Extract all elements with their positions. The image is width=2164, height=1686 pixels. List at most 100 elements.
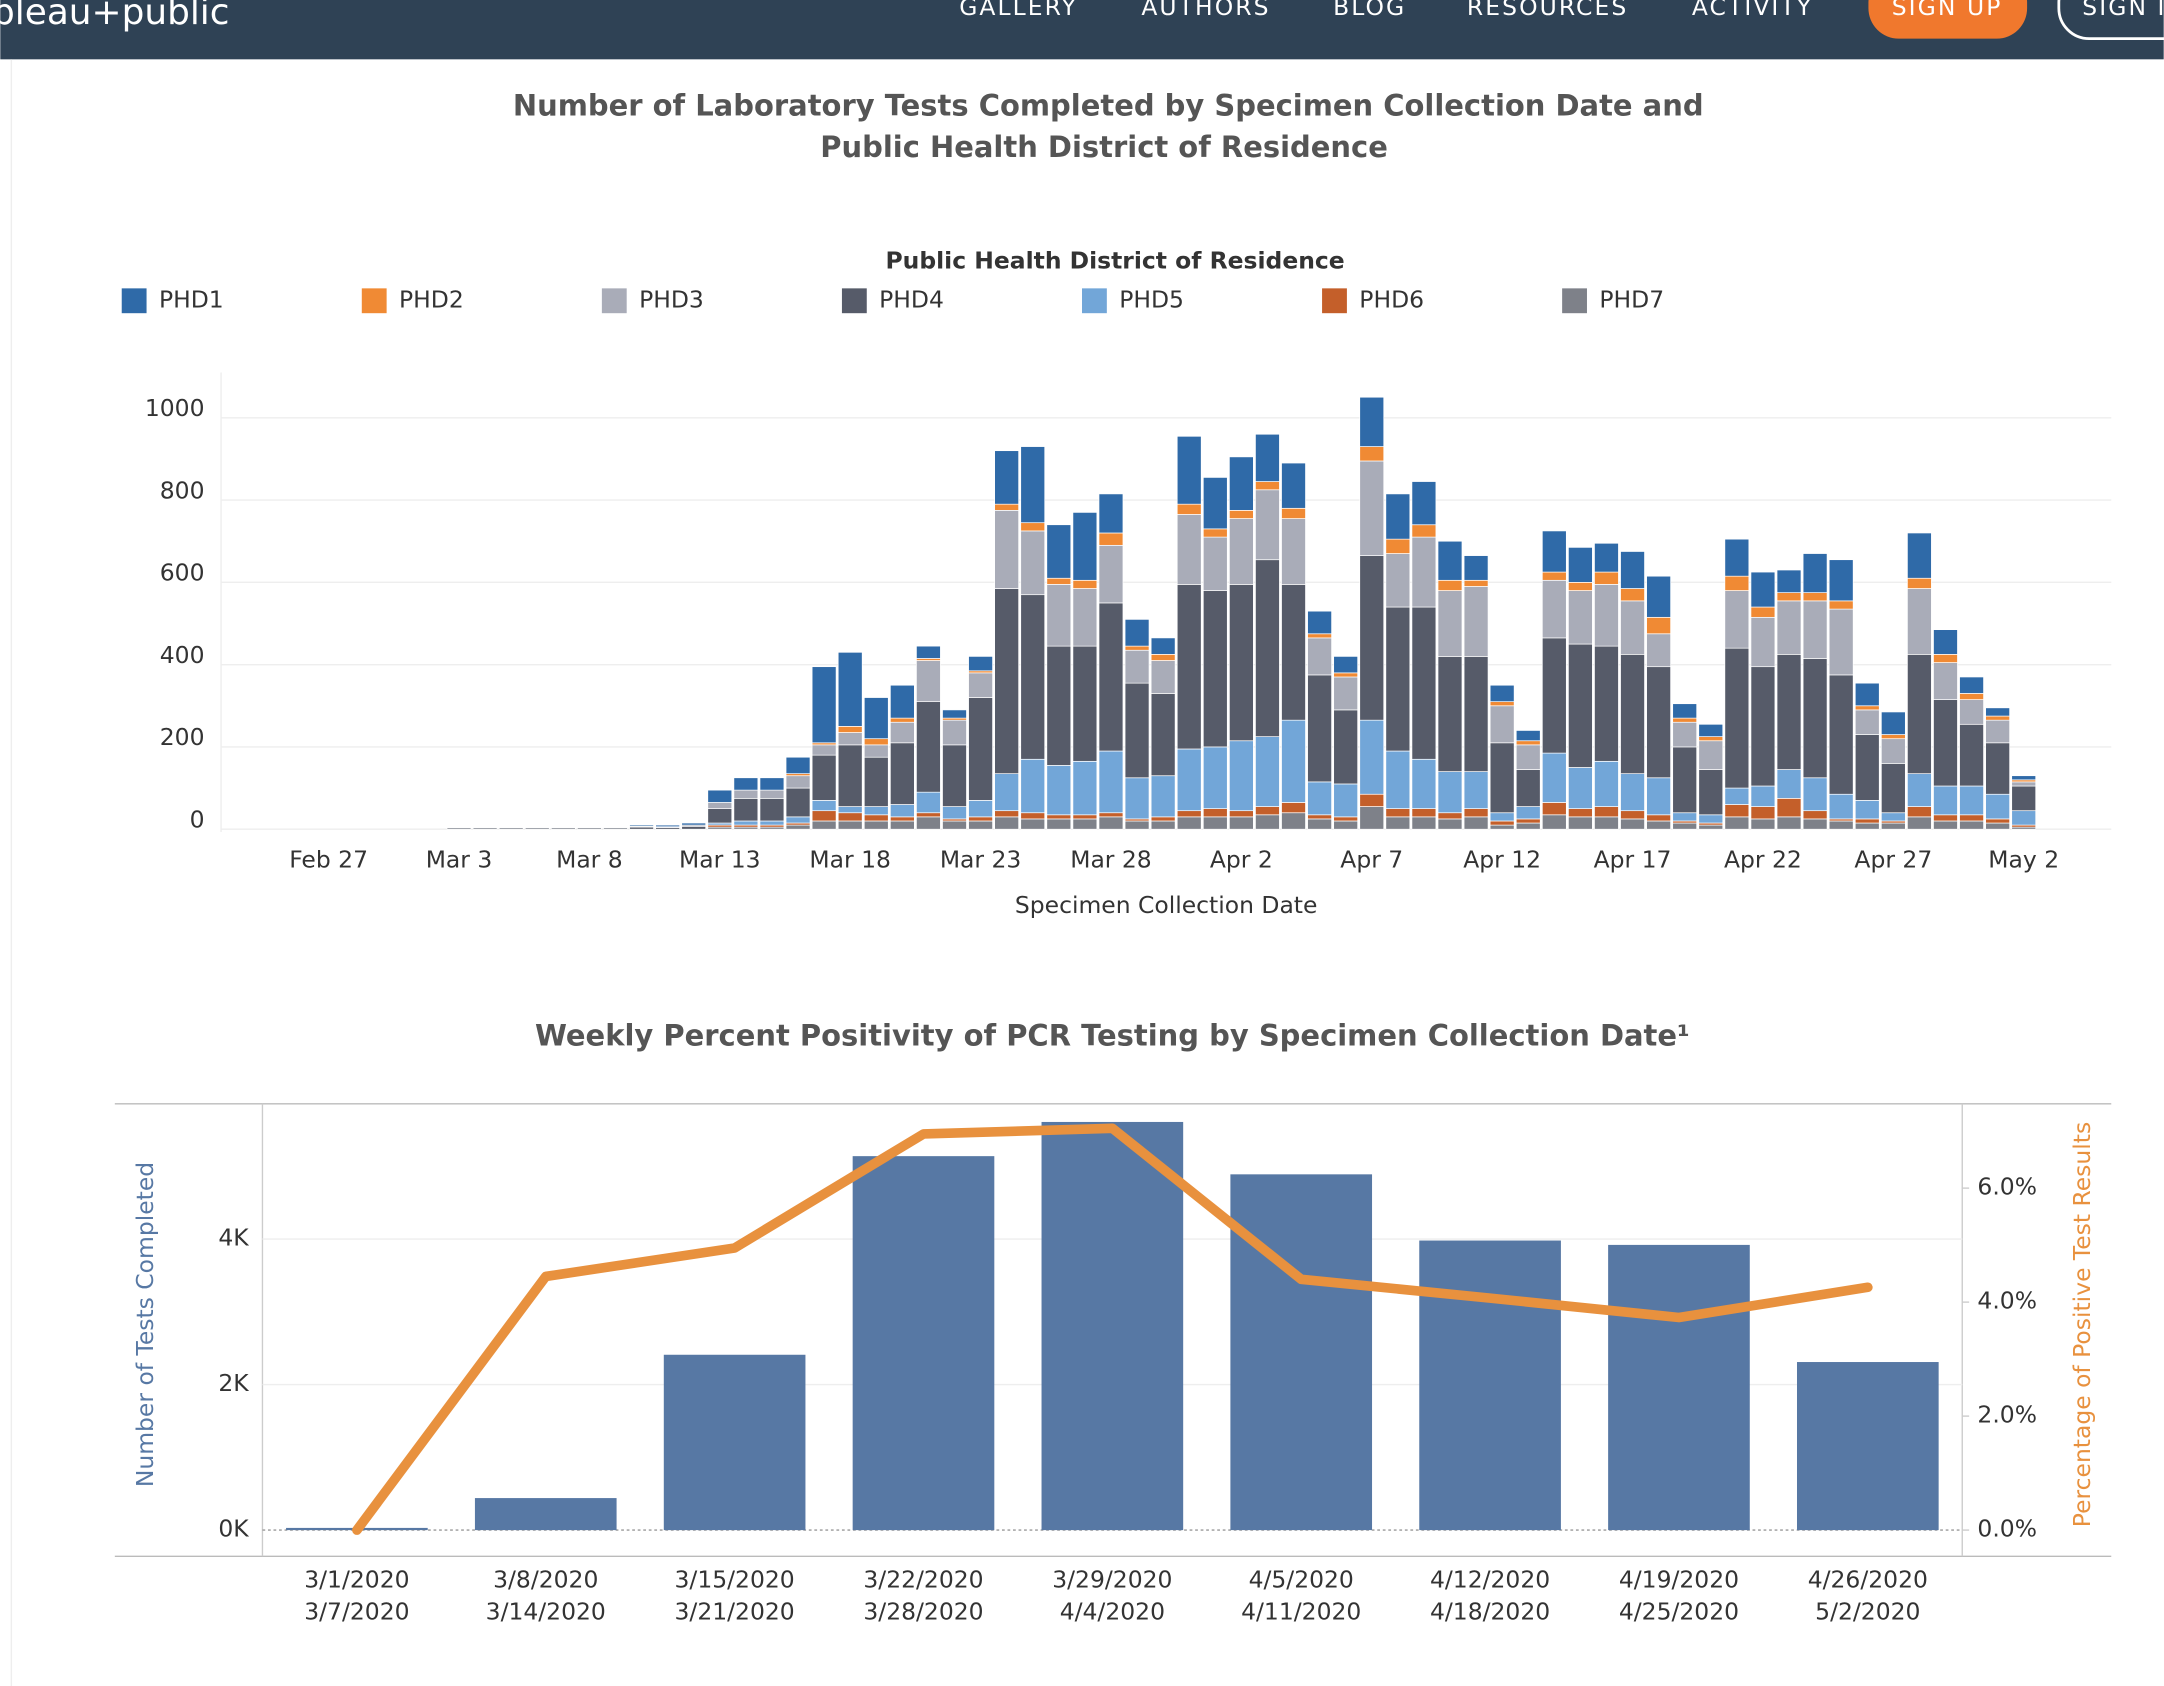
x-tick-label: 4/4/2020 <box>1060 1597 1165 1625</box>
x-tick-label: 3/7/2020 <box>304 1597 409 1625</box>
bar-segment <box>1463 816 1489 830</box>
sign-in-label[interactable]: SIGN IN <box>2082 0 2164 21</box>
bar-segment <box>1907 654 1932 775</box>
bar-segment <box>1959 820 1984 830</box>
bar-segment <box>1202 528 1228 538</box>
bar-segment <box>1150 660 1176 694</box>
sign-in-button[interactable] <box>2057 0 2164 41</box>
bar-segment <box>1463 555 1489 581</box>
bar-segment <box>837 812 863 822</box>
bar-segment <box>1854 734 1880 801</box>
bar-segment <box>1072 760 1098 816</box>
legend-label: PHD6 <box>1359 285 1424 313</box>
bar-segment <box>1985 742 2010 795</box>
bar-segment <box>994 503 1019 511</box>
bar-segment <box>1176 816 1202 830</box>
bar-segment <box>1229 740 1254 812</box>
bar-segment <box>1854 682 1880 707</box>
bar-segment <box>1594 571 1619 585</box>
x-tick-label: Apr 22 <box>1724 845 1802 873</box>
logo[interactable]: bleau+public <box>0 0 229 33</box>
bar <box>852 1156 995 1531</box>
y-tick-label: 2K <box>218 1369 249 1397</box>
bar-segment <box>1229 810 1254 818</box>
bar-segment <box>1854 709 1880 735</box>
bar-segment <box>1594 542 1619 573</box>
bar-segment <box>1776 798 1802 818</box>
bar-segment <box>1385 808 1411 818</box>
bar-segment <box>1907 806 1932 818</box>
bar-segment <box>1646 633 1671 668</box>
bar-segment <box>1854 818 1880 824</box>
bar-segment <box>1176 503 1202 515</box>
nav-link[interactable]: AUTHORS <box>1141 0 1270 21</box>
bar-segment <box>1229 518 1254 585</box>
bar-segment <box>1880 711 1906 735</box>
bar-segment <box>1828 820 1854 830</box>
sign-up-label[interactable]: SIGN UP <box>1892 0 2003 21</box>
bar-segment <box>890 816 915 822</box>
x-tick-label: Apr 17 <box>1594 845 1672 873</box>
bar-segment <box>1150 654 1176 661</box>
bar-segment <box>1229 816 1254 830</box>
bar-segment <box>1541 571 1567 581</box>
x-tick-label: Mar 13 <box>679 845 761 873</box>
bar-segment <box>1359 719 1385 795</box>
bar-segment <box>1385 816 1411 830</box>
nav-link[interactable]: BLOG <box>1333 0 1406 21</box>
bar-segment <box>1307 637 1332 676</box>
bar-segment <box>1202 746 1228 809</box>
bar-segment <box>1646 820 1671 830</box>
bar-segment <box>1463 586 1489 657</box>
sign-up-button[interactable] <box>1868 0 2028 39</box>
x-tick-label: 3/29/2020 <box>1052 1566 1172 1594</box>
bar-segment <box>1229 456 1254 511</box>
bar-segment <box>916 660 941 703</box>
bar-segment <box>1515 822 1541 830</box>
bar-segment <box>1463 771 1489 809</box>
bar-segment <box>1959 723 1984 787</box>
bar-segment <box>1307 610 1332 635</box>
bar-segment <box>1489 701 1515 707</box>
bar-segment <box>863 697 889 740</box>
bar-segment <box>1620 654 1645 775</box>
bar-segment <box>550 827 576 830</box>
x-tick-label: 4/11/2020 <box>1241 1597 1361 1625</box>
bar-segment <box>1750 818 1776 830</box>
bar-segment <box>577 827 602 830</box>
x-tick-label: 3/8/2020 <box>493 1566 598 1594</box>
bar-segment <box>1828 674 1854 795</box>
bar-segment <box>1437 818 1463 830</box>
bar-segment <box>1620 588 1645 602</box>
bar-segment <box>1281 507 1306 519</box>
bar-segment <box>942 719 967 746</box>
x-tick-label: Mar 18 <box>809 845 891 873</box>
nav-link[interactable]: RESOURCES <box>1467 0 1628 21</box>
nav-link[interactable]: GALLERY <box>959 0 1078 21</box>
bar-segment <box>1933 814 1958 822</box>
x-tick-label: 3/22/2020 <box>863 1566 983 1594</box>
bar-segment <box>1385 538 1411 554</box>
bar-segment <box>837 744 863 807</box>
bar-segment <box>1515 769 1541 807</box>
bar-segment <box>837 732 863 746</box>
bar-segment <box>1724 804 1750 818</box>
bar-segment <box>1046 814 1072 820</box>
bar-segment <box>1072 814 1098 820</box>
bar-segment <box>733 798 759 822</box>
bar-segment <box>1724 575 1750 591</box>
bar-segment <box>1020 530 1046 596</box>
bar-segment <box>968 820 993 830</box>
x-tick-label: Mar 3 <box>426 845 493 873</box>
x-tick-label: 3/21/2020 <box>675 1597 795 1625</box>
bar-segment <box>1255 481 1280 491</box>
bar-segment <box>1229 584 1254 742</box>
y-tick-label: 0K <box>218 1515 249 1543</box>
bar-segment <box>1255 489 1280 561</box>
bar-segment <box>1515 818 1541 824</box>
bar-segment <box>1854 705 1880 711</box>
nav-link[interactable]: ACTIVITY <box>1692 0 1813 21</box>
bar-segment <box>759 789 785 799</box>
bar-segment <box>681 822 707 826</box>
legend-swatch <box>841 288 867 314</box>
